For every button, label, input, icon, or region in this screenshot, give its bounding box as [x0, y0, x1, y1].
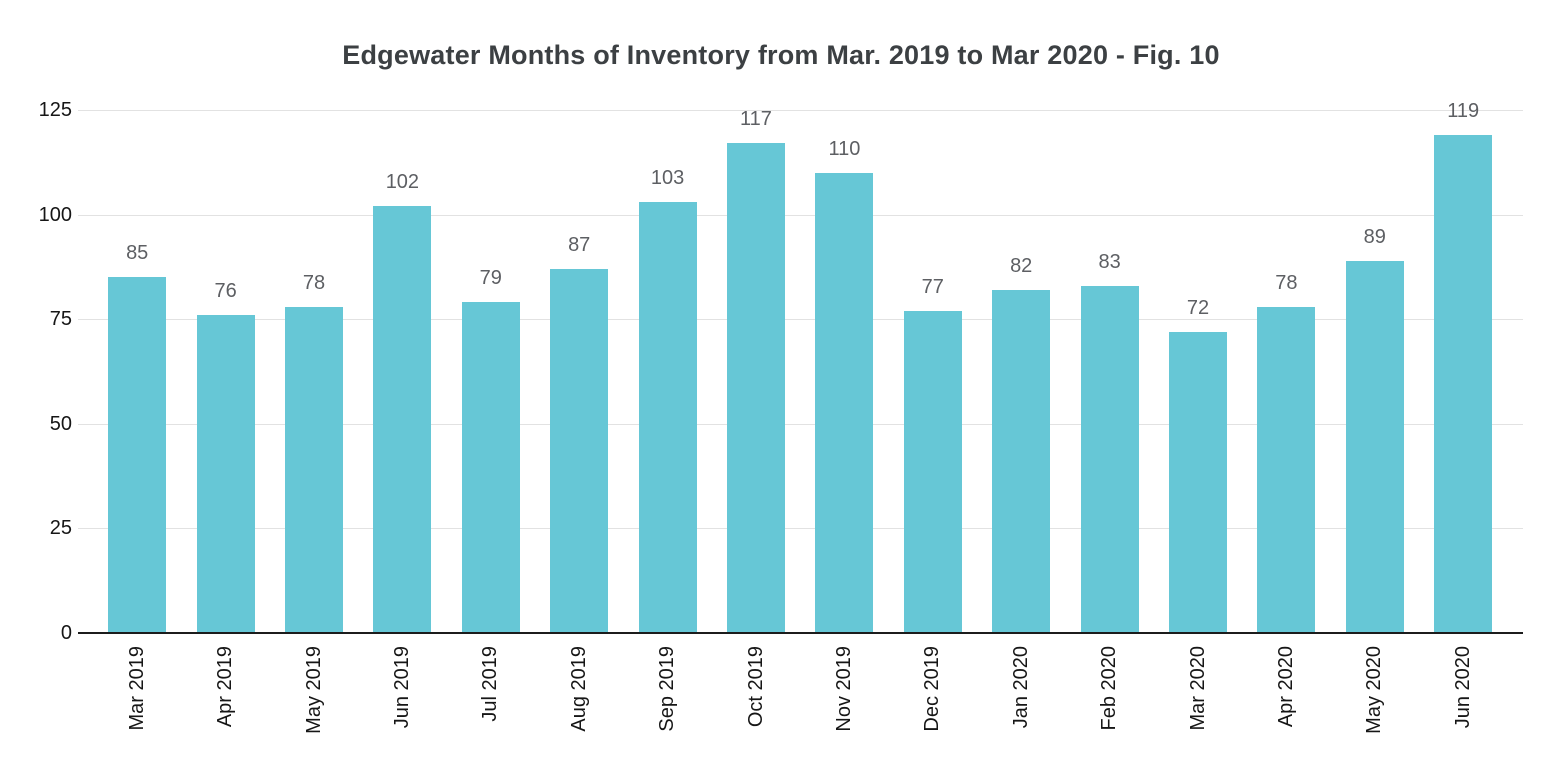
- bar-value-label: 78: [302, 271, 326, 294]
- x-axis-tick-label: Jun 2020: [1451, 646, 1474, 729]
- gridline: [78, 319, 1523, 321]
- bar-value-label: 117: [740, 108, 772, 131]
- chart-title: Edgewater Months of Inventory from Mar. …: [342, 40, 1220, 70]
- y-axis-tick-label: 0: [60, 622, 72, 644]
- y-axis-tick-label: 125: [38, 99, 72, 121]
- x-axis-tick-label: Feb 2020: [1098, 646, 1121, 731]
- x-axis-tick-label: Apr 2020: [1274, 646, 1297, 728]
- bar-value-label: 79: [479, 267, 502, 290]
- gridline: [78, 110, 1523, 111]
- bar: [196, 315, 255, 633]
- x-axis-tick-label: Jul 2019: [479, 646, 502, 722]
- bar: [461, 302, 520, 633]
- bar-value-label: 83: [1098, 250, 1121, 273]
- bar-value-label: 89: [1363, 225, 1386, 248]
- bar-value-label: 78: [1275, 271, 1298, 294]
- bar: [550, 268, 609, 633]
- bar-value-label: 72: [1186, 296, 1210, 319]
- x-axis-baseline: [78, 632, 1523, 634]
- bar: [992, 289, 1051, 633]
- y-axis-tick-label: 75: [49, 308, 72, 331]
- bar: [1169, 331, 1227, 633]
- y-axis-tick-label: 25: [49, 517, 72, 540]
- bar: [1434, 135, 1493, 633]
- x-axis-tick-label: May 2020: [1363, 646, 1386, 734]
- bar: [1257, 306, 1316, 633]
- bar: [285, 306, 343, 633]
- x-axis-tick-label: Dec 2019: [921, 646, 944, 732]
- x-axis-tick-label: Jun 2019: [390, 646, 413, 729]
- bar: [108, 277, 167, 633]
- bar: [1080, 285, 1139, 633]
- bar-value-label: 76: [214, 280, 237, 303]
- x-axis-tick-label: May 2019: [302, 646, 325, 734]
- bar-value-label: 119: [1447, 100, 1480, 123]
- gridline: [78, 528, 1523, 530]
- bar: [1345, 260, 1404, 633]
- x-axis-tick-label: Sep 2019: [656, 646, 679, 732]
- x-axis-tick-label: Nov 2019: [832, 646, 855, 732]
- bar-value-label: 77: [921, 275, 944, 298]
- x-axis-tick-label: Mar 2020: [1186, 646, 1209, 731]
- gridline: [78, 423, 1523, 425]
- bar-value-label: 87: [568, 233, 591, 256]
- x-axis-tick-label: Mar 2019: [125, 646, 148, 731]
- y-axis-tick-label: 100: [38, 203, 72, 226]
- bar: [727, 143, 785, 633]
- gridline: [78, 214, 1523, 216]
- bar-value-label: 82: [1010, 254, 1033, 277]
- x-axis-tick-label: Apr 2019: [214, 646, 237, 728]
- x-axis-tick-label: Oct 2019: [744, 646, 767, 728]
- bar-value-label: 103: [650, 167, 685, 190]
- y-axis-tick-label: 50: [49, 412, 72, 435]
- bar-value-label: 110: [828, 137, 861, 160]
- bar-value-label: 85: [126, 242, 149, 265]
- bar-value-label: 102: [385, 171, 420, 194]
- x-axis-tick-label: Jan 2020: [1009, 646, 1032, 729]
- bar: [815, 172, 874, 633]
- bar: [638, 202, 697, 633]
- bar: [373, 206, 432, 633]
- bar: [903, 310, 962, 633]
- x-axis-tick-label: Aug 2019: [567, 646, 590, 732]
